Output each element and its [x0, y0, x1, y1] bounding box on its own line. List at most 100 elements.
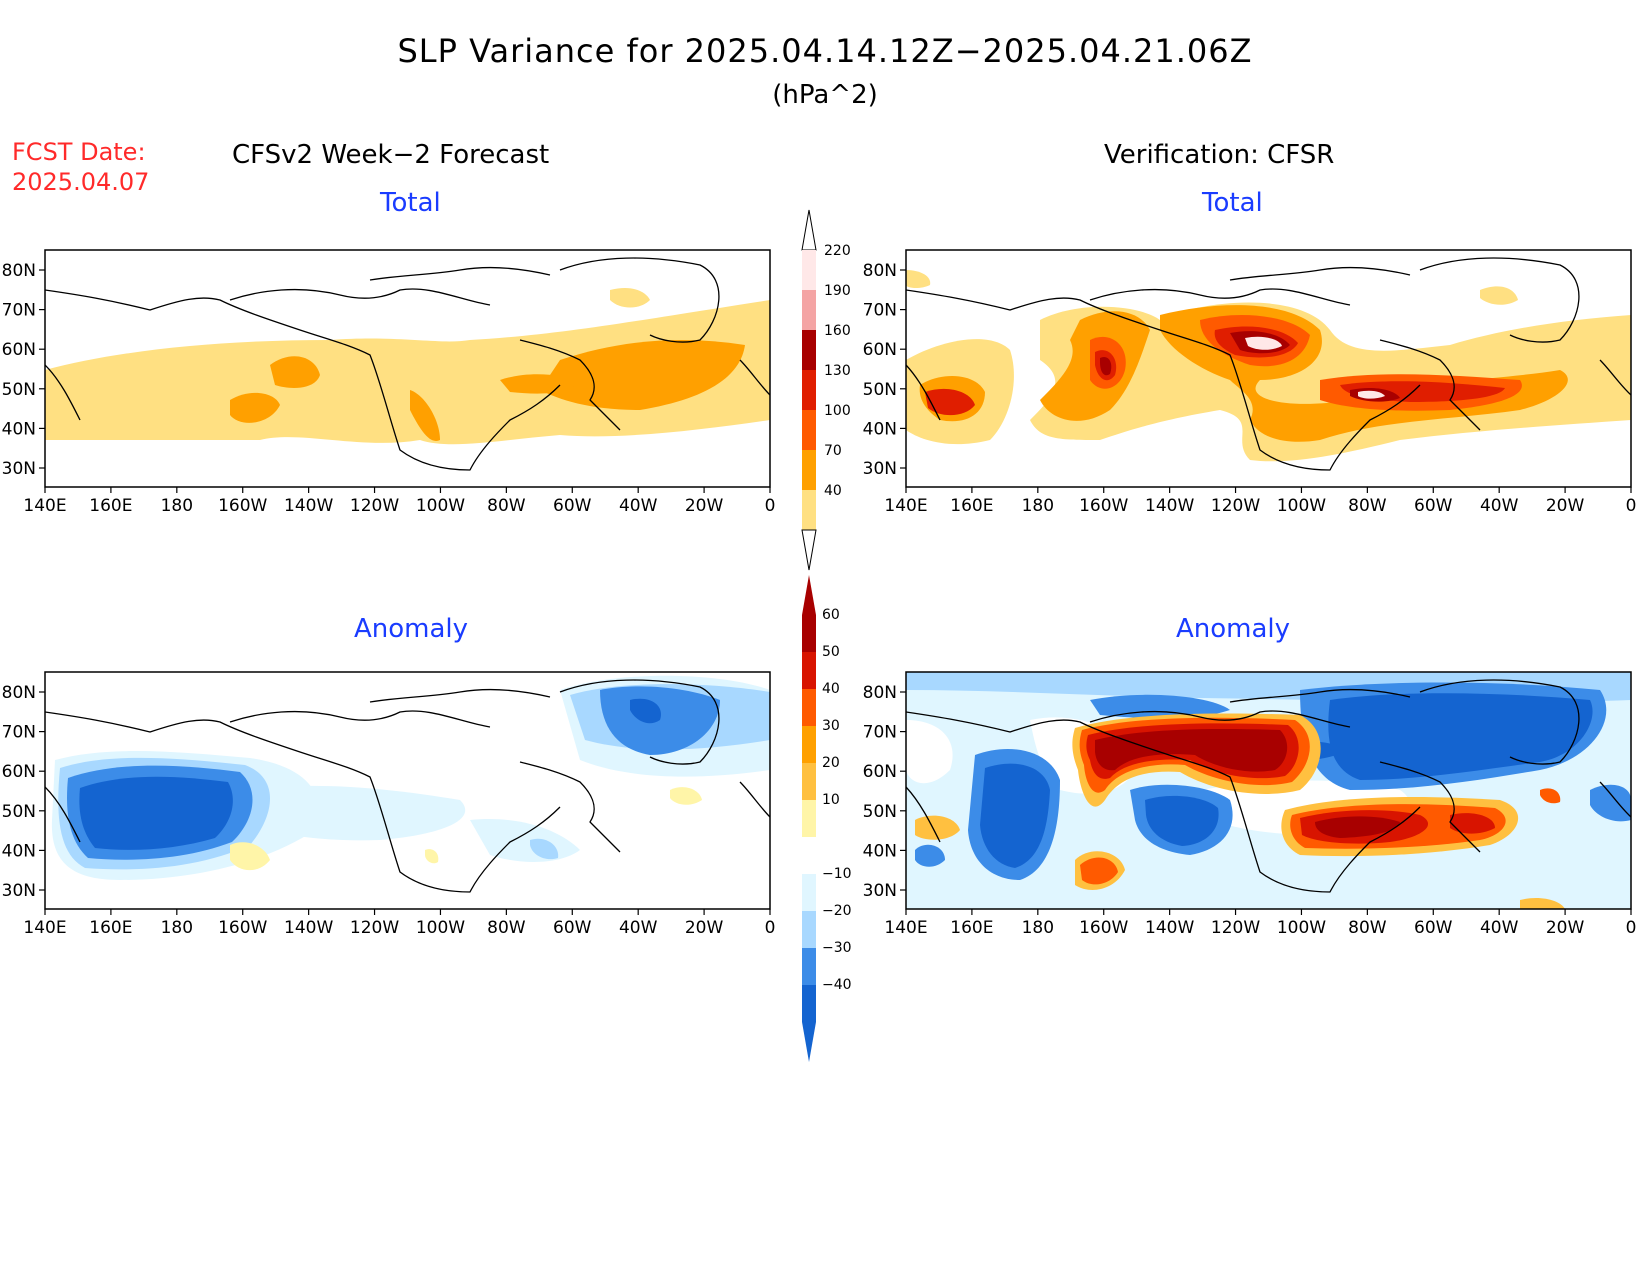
colorbar-anomaly-swatch — [802, 911, 816, 948]
lat-label-forecast-total: 30N — [2, 459, 36, 479]
lon-label-verification-anomaly: 0 — [1626, 918, 1637, 938]
coastline-verification-total — [906, 257, 1631, 471]
colorbar-total-swatch — [802, 250, 816, 290]
forecast-anomaly-title: Anomaly — [354, 614, 469, 644]
lat-label-verification-total: 80N — [863, 261, 897, 281]
colorbar-total-swatch — [802, 290, 816, 330]
lon-label-verification-anomaly: 180 — [1022, 918, 1054, 938]
coastline-forecast-total — [45, 257, 770, 471]
lon-label-verification-total: 180 — [1022, 496, 1054, 516]
colorbar-anomaly-top-arrow — [802, 575, 816, 615]
colorbar-anomaly-label: −10 — [822, 866, 852, 882]
lat-label-forecast-anomaly: 70N — [2, 723, 36, 743]
lat-label-forecast-anomaly: 50N — [2, 802, 36, 822]
lat-label-forecast-total: 80N — [2, 261, 36, 281]
lon-label-verification-anomaly: 120W — [1211, 918, 1260, 938]
colorbar-anomaly-bottom-arrow — [802, 1022, 816, 1062]
lon-label-forecast-anomaly: 140W — [284, 918, 333, 938]
colorbar-anomaly-swatch — [802, 800, 816, 837]
frame-verification-anomaly — [905, 671, 1632, 910]
colorbar-total-swatch — [802, 410, 816, 450]
lon-label-forecast-total: 160W — [218, 496, 267, 516]
verification-anomaly-title: Anomaly — [1176, 614, 1291, 644]
lon-label-forecast-anomaly: 120W — [350, 918, 399, 938]
lon-label-verification-total: 140E — [884, 496, 927, 516]
coastline-forecast-anomaly — [45, 679, 770, 893]
lon-label-verification-anomaly: 80W — [1348, 918, 1387, 938]
lat-label-verification-total: 50N — [863, 380, 897, 400]
colorbar-total-top-arrow — [801, 209, 817, 251]
colorbar-total-label: 40 — [824, 483, 842, 499]
lon-label-forecast-total: 180 — [161, 496, 193, 516]
forecast-total-map — [45, 250, 770, 487]
colorbar-total-label: 100 — [824, 403, 851, 419]
lon-label-forecast-total: 100W — [416, 496, 465, 516]
lon-label-verification-anomaly: 100W — [1277, 918, 1326, 938]
lon-label-forecast-total: 60W — [553, 496, 592, 516]
verification-total-map — [906, 250, 1631, 487]
lon-label-forecast-total: 80W — [487, 496, 526, 516]
lon-label-forecast-total: 140W — [284, 496, 333, 516]
colorbar-anomaly: 60 50 40 30 20 10 −10 −20 −30 −40 — [802, 575, 852, 1062]
lon-label-verification-total: 80W — [1348, 496, 1387, 516]
lon-label-verification-total: 160W — [1079, 496, 1128, 516]
lon-label-forecast-total: 0 — [765, 496, 776, 516]
lat-label-forecast-anomaly: 40N — [2, 841, 36, 861]
lat-label-forecast-total: 60N — [2, 340, 36, 360]
lon-label-verification-total: 40W — [1480, 496, 1519, 516]
lon-label-verification-anomaly: 20W — [1546, 918, 1585, 938]
lon-label-verification-total: 160E — [950, 496, 993, 516]
colorbar-anomaly-label: 40 — [822, 681, 840, 697]
colorbar-total-label: 220 — [824, 243, 851, 259]
lon-label-verification-total: 140W — [1145, 496, 1194, 516]
lon-label-verification-anomaly: 40W — [1480, 918, 1519, 938]
forecast-total-title: Total — [380, 188, 441, 218]
lon-label-verification-total: 0 — [1626, 496, 1637, 516]
lon-label-forecast-anomaly: 40W — [619, 918, 658, 938]
lon-label-forecast-total: 160E — [89, 496, 132, 516]
verification-total-title: Total — [1202, 188, 1263, 218]
lon-label-forecast-total: 140E — [23, 496, 66, 516]
lat-label-verification-anomaly: 30N — [863, 881, 897, 901]
lat-label-forecast-anomaly: 80N — [2, 683, 36, 703]
coastline-overlays — [45, 257, 1631, 893]
colorbar-total-swatch — [802, 490, 816, 530]
colorbar-anomaly-label: 50 — [822, 644, 840, 660]
colorbar-total-swatch — [802, 450, 816, 490]
colorbar-anomaly-swatch — [802, 837, 816, 874]
lon-label-verification-total: 60W — [1414, 496, 1453, 516]
lon-label-forecast-total: 120W — [350, 496, 399, 516]
lon-label-forecast-anomaly: 0 — [765, 918, 776, 938]
colorbar-anomaly-swatch — [802, 874, 816, 911]
colorbar-anomaly-swatch — [802, 763, 816, 800]
colorbar-total-swatch — [802, 330, 816, 370]
fcst-date-value: 2025.04.07 — [12, 168, 150, 196]
colorbar-anomaly-label: −20 — [822, 903, 852, 919]
colorbar-anomaly-label: 60 — [822, 607, 840, 623]
lon-label-forecast-anomaly: 100W — [416, 918, 465, 938]
units-label: (hPa^2) — [772, 80, 878, 110]
frame-forecast-total — [44, 249, 771, 488]
colorbar-total-bottom-arrow — [801, 529, 817, 571]
lon-label-verification-anomaly: 160W — [1079, 918, 1128, 938]
lon-label-forecast-anomaly: 180 — [161, 918, 193, 938]
colorbar-anomaly-swatch — [802, 726, 816, 763]
colorbar-total-label: 70 — [824, 443, 842, 459]
main-title: SLP Variance for 2025.04.14.12Z−2025.04.… — [397, 32, 1253, 70]
lat-label-verification-anomaly: 80N — [863, 683, 897, 703]
colorbar-anomaly-swatch — [802, 689, 816, 726]
lon-label-forecast-total: 40W — [619, 496, 658, 516]
lat-label-verification-total: 60N — [863, 340, 897, 360]
forecast-column-title: CFSv2 Week−2 Forecast — [232, 140, 550, 170]
lat-label-forecast-total: 70N — [2, 301, 36, 321]
colorbar-anomaly-swatch — [802, 948, 816, 985]
lon-label-verification-total: 20W — [1546, 496, 1585, 516]
lon-label-forecast-anomaly: 160W — [218, 918, 267, 938]
lat-label-forecast-total: 40N — [2, 419, 36, 439]
colorbar-anomaly-label: −30 — [822, 940, 852, 956]
lon-label-forecast-anomaly: 80W — [487, 918, 526, 938]
lat-label-forecast-anomaly: 30N — [2, 881, 36, 901]
lat-label-forecast-total: 50N — [2, 380, 36, 400]
axis-labels: 80N 70N 60N 50N 40N 30N 140E 160E 180 160W 140W 120… — [2, 261, 1637, 938]
lon-label-verification-anomaly: 140E — [884, 918, 927, 938]
